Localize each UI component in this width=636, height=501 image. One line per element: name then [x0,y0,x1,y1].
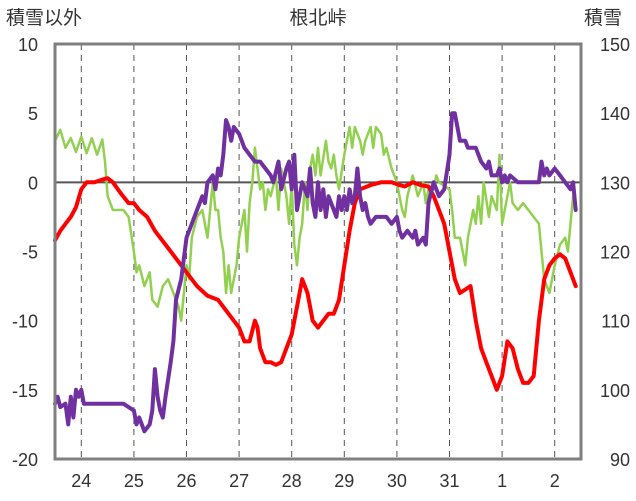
series-line-1 [53,125,577,322]
left-y-tick-label: -20 [12,450,38,470]
grid-lines [55,44,581,459]
left-y-tick-label: -5 [22,243,38,263]
x-tick-label: 25 [124,471,144,491]
left-y-tick-label: 5 [28,104,38,124]
left-axis-title: 積雪以外 [6,7,82,29]
right-y-tick-label: 110 [601,312,630,332]
x-tick-label: 24 [71,471,91,491]
x-tick-label: 1 [497,471,507,491]
series-lines [53,111,578,434]
right-y-tick-label: 90 [610,450,630,470]
x-tick-label: 28 [282,471,302,491]
right-axis-title: 積雪 [584,7,622,29]
x-tick-label: 26 [176,471,196,491]
chart-title: 根北峠 [289,7,346,29]
left-y-tick-label: 10 [18,35,38,55]
plot-frame [53,42,583,461]
right-y-tick-label: 100 [600,381,630,401]
left-y-tick-label: -15 [12,381,38,401]
x-tick-label: 27 [229,471,249,491]
x-tick-label: 2 [550,471,560,491]
right-y-tick-label: 150 [600,35,630,55]
right-y-tick-label: 120 [600,243,630,263]
x-tick-label: 30 [387,471,407,491]
x-tick-label: 31 [439,471,459,491]
left-y-tick-label: 0 [28,173,38,193]
series-line-3 [53,111,578,434]
right-y-tick-label: 130 [600,173,630,193]
series-line-2 [53,176,578,392]
x-tick-label: 29 [334,471,354,491]
right-y-tick-label: 140 [600,104,630,124]
left-y-tick-label: -10 [12,312,38,332]
